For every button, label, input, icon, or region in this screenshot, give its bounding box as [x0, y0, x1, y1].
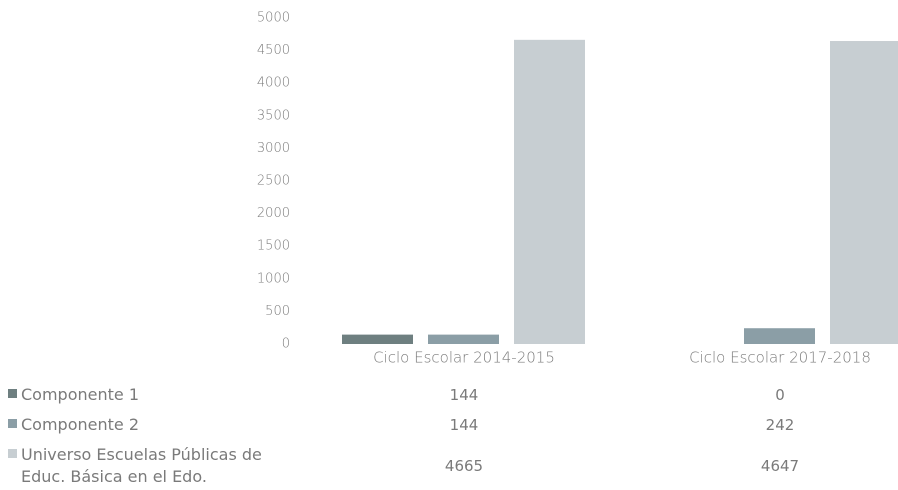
bar [342, 334, 413, 344]
y-tick-label: 3000 [257, 141, 290, 156]
table-value: 144 [449, 416, 479, 434]
bar [428, 334, 499, 344]
table-value: 144 [449, 386, 479, 404]
table-value: 0 [775, 386, 785, 404]
bar [830, 41, 898, 345]
legend-label: Componente 1 [21, 385, 139, 404]
y-tick-label: 3500 [257, 108, 290, 123]
y-tick-label: 4000 [257, 76, 290, 91]
y-tick-label: 1000 [257, 271, 290, 286]
legend-item: Componente 2 [8, 414, 291, 436]
legend-label: Componente 2 [21, 415, 139, 434]
y-tick-label: 500 [265, 304, 290, 319]
table-value: 4665 [444, 457, 484, 475]
table-value: 4647 [760, 457, 800, 475]
y-tick-label: 2500 [257, 174, 290, 189]
x-tick-label: Ciclo Escolar 2017-2018 [689, 349, 871, 367]
legend-label: Universo Escuelas Públicas de Educ. Bási… [21, 445, 262, 486]
legend-swatch [8, 389, 17, 398]
y-tick-label: 5000 [257, 11, 290, 26]
table-value: 242 [765, 416, 795, 434]
y-tick-label: 2000 [257, 206, 290, 221]
legend-item: Universo Escuelas Públicas de Educ. Bási… [8, 444, 291, 488]
y-tick-label: 1500 [257, 239, 290, 254]
legend-item: Componente 1 [8, 384, 291, 406]
bar [744, 328, 815, 344]
x-tick-label: Ciclo Escolar 2014-2015 [373, 349, 555, 367]
bar [514, 39, 585, 344]
legend-swatch [8, 419, 17, 428]
y-tick-label: 4500 [257, 43, 290, 58]
y-tick-label: 0 [282, 337, 290, 352]
legend-swatch [8, 449, 17, 458]
